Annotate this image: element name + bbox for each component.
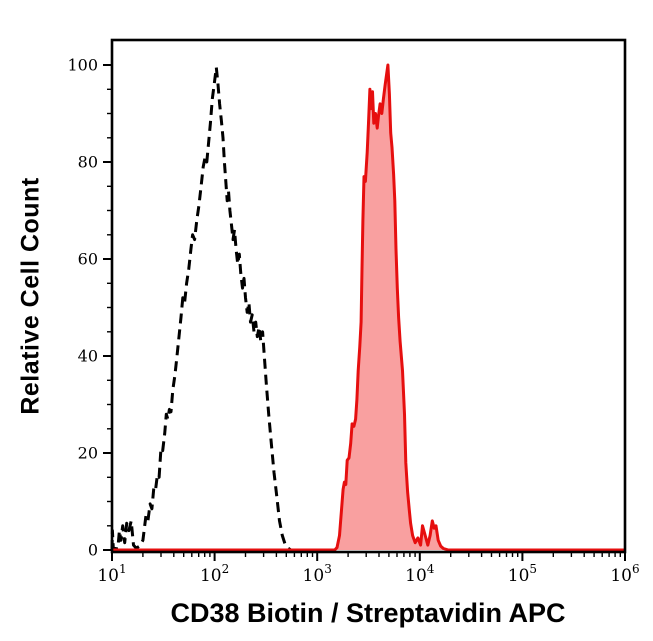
x-tick-label: 101 <box>97 562 126 586</box>
y-tick-label: 0 <box>88 541 98 560</box>
x-axis-title: CD38 Biotin / Streptavidin APC <box>170 598 566 628</box>
y-tick-label: 20 <box>78 444 98 463</box>
sample-histogram-fill <box>112 65 625 550</box>
sample-histogram-curve <box>112 63 625 552</box>
control-histogram-curve <box>110 65 292 552</box>
x-tick-label: 106 <box>610 562 639 586</box>
plot-border <box>110 38 627 554</box>
x-tick-label: 103 <box>303 562 332 586</box>
y-tick-label: 60 <box>78 250 98 269</box>
x-tick-label: 105 <box>508 562 537 586</box>
y-axis-title: Relative Cell Count <box>16 177 45 415</box>
x-tick-label: 104 <box>405 562 435 586</box>
x-tick-label: 102 <box>200 562 229 586</box>
y-tick-label: 40 <box>78 347 98 366</box>
y-tick-label: 100 <box>67 56 98 75</box>
y-tick-label: 80 <box>78 153 98 172</box>
